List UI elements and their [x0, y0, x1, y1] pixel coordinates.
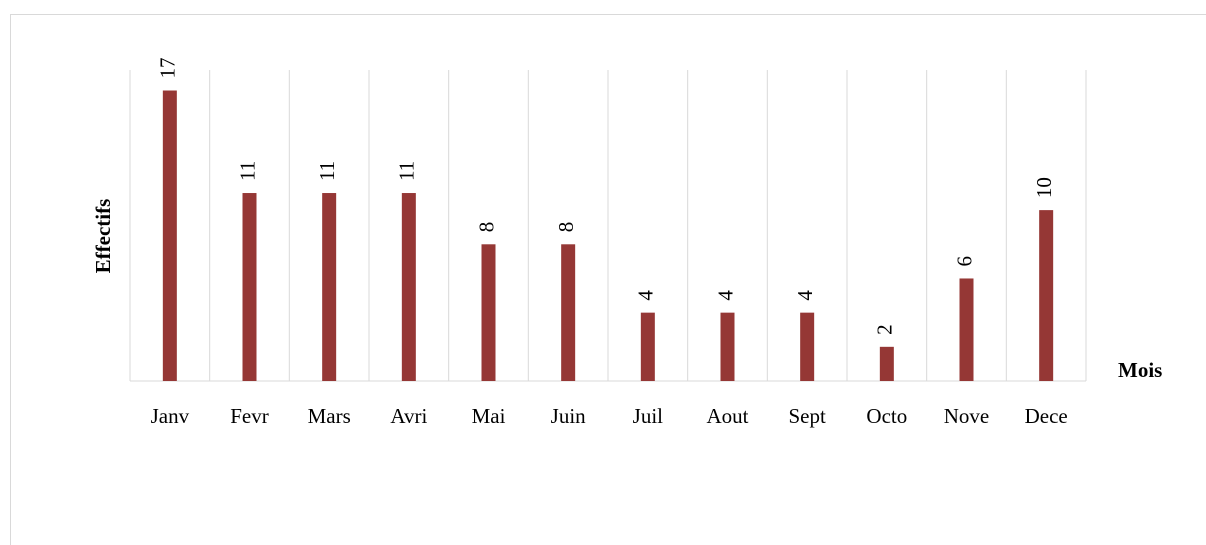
x-tick-label: Fevr [230, 404, 269, 428]
bar [720, 312, 735, 381]
data-label: 8 [474, 222, 498, 233]
bar [959, 278, 974, 381]
data-label: 4 [793, 290, 817, 301]
x-tick-label: Juin [551, 404, 587, 428]
bar [561, 244, 576, 381]
x-tick-label: Octo [866, 404, 907, 428]
x-tick-label: Dece [1025, 404, 1068, 428]
data-label: 4 [634, 290, 658, 301]
x-tick-label: Mai [472, 404, 506, 428]
data-label: 2 [873, 324, 897, 335]
data-label: 8 [554, 222, 578, 233]
bar [481, 244, 496, 381]
data-label: 4 [713, 290, 737, 301]
x-tick-label: Juil [633, 404, 664, 428]
bar [879, 346, 894, 381]
data-label: 11 [395, 161, 419, 181]
data-label: 11 [235, 161, 259, 181]
data-label: 17 [156, 58, 180, 79]
bar [800, 312, 815, 381]
x-tick-label: Mars [308, 404, 351, 428]
bar [1039, 210, 1054, 381]
data-label: 6 [952, 256, 976, 267]
x-tick-label: Sept [788, 404, 826, 428]
bar [640, 312, 655, 381]
y-axis-title: Effectifs [91, 199, 115, 274]
x-tick-label: Janv [151, 404, 190, 428]
bar [322, 193, 337, 381]
data-label: 10 [1032, 177, 1056, 198]
bar [162, 90, 177, 381]
x-axis-title: Mois [1118, 358, 1162, 382]
x-tick-label: Nove [944, 404, 990, 428]
x-tick-label: Avri [390, 404, 427, 428]
data-label: 11 [315, 161, 339, 181]
bar [401, 193, 416, 381]
bar [242, 193, 257, 381]
x-tick-label: Aout [707, 404, 749, 428]
